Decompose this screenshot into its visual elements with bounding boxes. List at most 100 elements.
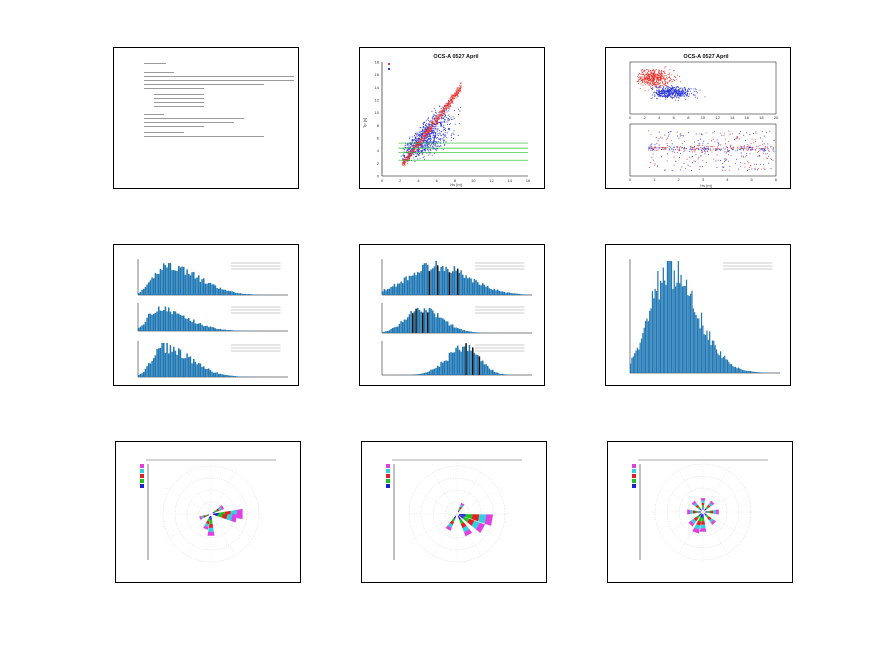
point-blue (683, 150, 685, 152)
point-red (437, 114, 439, 116)
histogram-bar (146, 317, 148, 331)
rose-segment (204, 523, 210, 527)
point-red (459, 89, 461, 91)
point-red (456, 87, 458, 89)
histogram-bar (138, 293, 140, 295)
point-red (710, 149, 712, 151)
point-red (727, 149, 729, 151)
point-blue (738, 148, 740, 150)
point-blue (424, 151, 426, 153)
point-red (664, 79, 666, 81)
point-blue (404, 146, 406, 148)
histogram-bar (450, 352, 452, 375)
point-blue (666, 96, 668, 98)
histogram-bar (221, 289, 223, 295)
histogram-bar (211, 327, 213, 331)
bottom-x-tick-label: 4 (726, 177, 729, 182)
point-blue (695, 160, 697, 162)
point-blue (432, 132, 434, 134)
histogram-bar (745, 370, 748, 373)
point-blue (423, 123, 425, 125)
point-blue (710, 140, 712, 142)
point-blue (427, 139, 429, 141)
point-red (715, 150, 717, 152)
point-blue (427, 149, 429, 151)
point-blue (432, 141, 434, 143)
point-blue (416, 133, 418, 135)
point-red (725, 151, 727, 153)
point-red (407, 153, 409, 155)
point-red (432, 123, 434, 125)
point-red (418, 143, 420, 145)
histogram-bar (403, 319, 406, 333)
histogram-bar (425, 372, 427, 375)
point-blue (416, 139, 418, 141)
histogram-bar (206, 369, 208, 377)
point-red (402, 164, 404, 166)
point-blue (439, 145, 441, 147)
rose-legend-swatch (632, 464, 636, 468)
point-red (765, 153, 767, 155)
point-red (639, 76, 641, 78)
point-red (659, 73, 661, 74)
point-red (410, 156, 412, 157)
point-blue (661, 149, 662, 150)
point-blue (418, 149, 420, 150)
rose-segment (218, 506, 222, 511)
y-tick-label: 10 (375, 110, 380, 115)
point-blue (433, 144, 435, 146)
point-blue (420, 136, 422, 138)
histogram-bar (218, 329, 220, 331)
point-red (417, 147, 419, 149)
point-blue (425, 146, 427, 148)
point-red (658, 79, 660, 81)
point-blue (663, 92, 665, 94)
point-blue (671, 85, 673, 86)
histogram-bar (397, 326, 399, 333)
point-red (657, 75, 659, 77)
histogram-bar (169, 263, 172, 295)
point-red (642, 77, 644, 79)
histogram-bar (756, 372, 759, 373)
point-red (674, 152, 676, 154)
rose-segment (445, 525, 452, 531)
point-blue (454, 110, 455, 111)
point-blue (745, 140, 747, 141)
point-blue (772, 149, 774, 151)
point-red (458, 89, 460, 91)
point-red (432, 122, 434, 124)
point-red (452, 97, 454, 99)
histogram-bar (488, 368, 491, 375)
point-red (654, 146, 656, 148)
rose-segment (453, 515, 457, 519)
bottom-x-tick-label: 0 (629, 177, 632, 182)
rose-segment (704, 511, 708, 513)
point-red (447, 103, 448, 105)
point-red (451, 99, 453, 101)
histogram-bar (666, 261, 669, 373)
point-red (429, 129, 431, 131)
point-blue (660, 95, 662, 97)
point-blue (657, 165, 658, 167)
point-blue (427, 135, 428, 137)
point-blue (667, 92, 669, 93)
rose-legend-swatch (140, 474, 144, 478)
point-blue (448, 127, 449, 129)
point-red (661, 75, 663, 77)
point-blue (767, 143, 769, 145)
point-blue (696, 97, 698, 99)
rose-segment (713, 509, 717, 515)
point-blue (440, 121, 441, 123)
point-blue (693, 146, 695, 148)
point-blue (677, 89, 679, 91)
point-red (424, 132, 426, 134)
point-blue (673, 87, 675, 89)
point-red (702, 160, 704, 162)
point-red (723, 135, 725, 137)
point-blue (445, 134, 447, 136)
histogram-bar (390, 286, 392, 295)
histogram-bar (153, 313, 155, 331)
point-red (657, 75, 659, 77)
histogram-bar (393, 283, 396, 295)
point-blue (428, 133, 430, 134)
